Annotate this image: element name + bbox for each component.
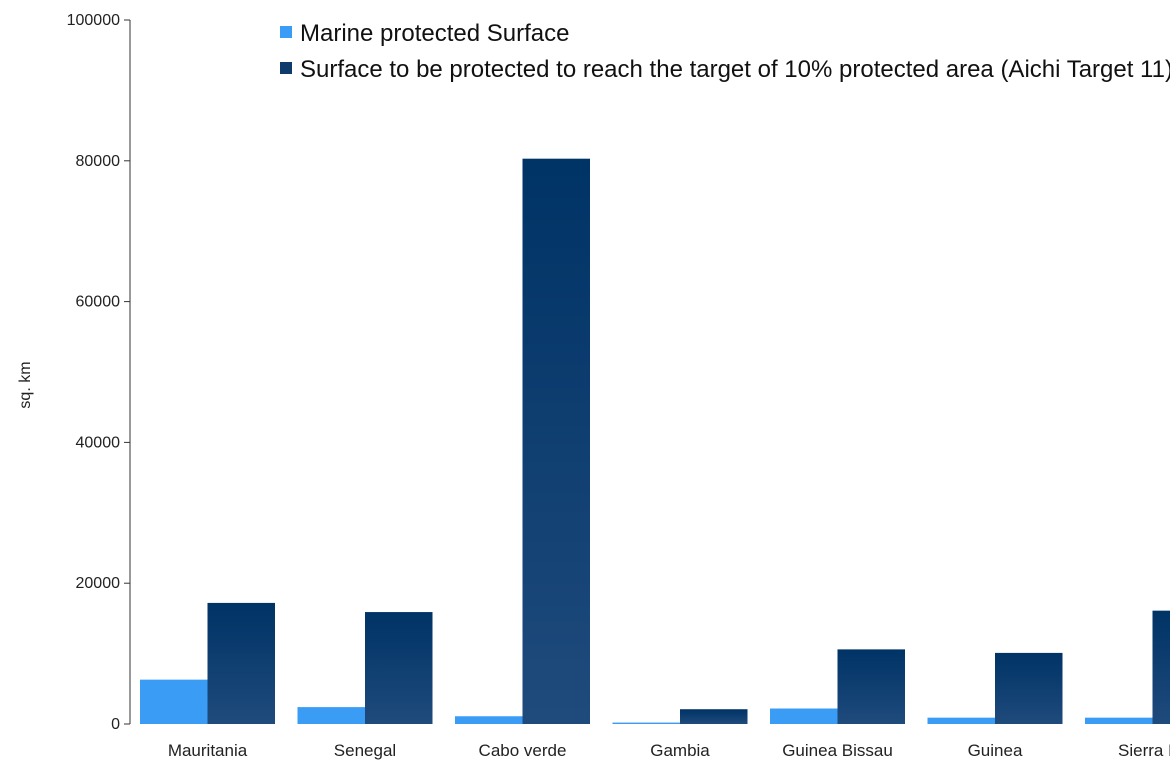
- bar-surface-to-be-protected[interactable]: [207, 602, 276, 724]
- y-axis-title: sq. km: [17, 361, 34, 408]
- bar-marine-protected[interactable]: [455, 716, 523, 724]
- legend-swatch-marine-protected: [280, 26, 292, 38]
- category-label: Gambia: [650, 741, 710, 760]
- bar-surface-to-be-protected[interactable]: [365, 612, 433, 724]
- bar-marine-protected[interactable]: [140, 679, 208, 724]
- y-tick-label: 100000: [67, 12, 120, 29]
- bar-marine-protected[interactable]: [770, 708, 838, 724]
- category-label: Guinea: [968, 741, 1023, 760]
- bar-surface-to-be-protected[interactable]: [995, 652, 1063, 724]
- category-label: Mauritania: [168, 741, 248, 760]
- legend-label-surface-to-be-protected: Surface to be protected to reach the tar…: [300, 56, 1170, 83]
- y-tick-label: 80000: [76, 153, 121, 170]
- category-label: Cabo verde: [479, 741, 567, 760]
- bar-marine-protected[interactable]: [1085, 717, 1153, 724]
- bar-surface-to-be-protected[interactable]: [680, 709, 748, 724]
- y-tick-label: 40000: [76, 434, 121, 451]
- bars: [140, 158, 1170, 725]
- legend-label-marine-protected: Marine protected Surface: [300, 20, 569, 47]
- bar-surface-to-be-protected[interactable]: [522, 158, 591, 725]
- legend: Marine protected Surface Surface to be p…: [280, 20, 1170, 83]
- y-tick-label: 60000: [76, 294, 121, 311]
- bar-marine-protected[interactable]: [297, 707, 366, 724]
- category-labels: Mauritania Senegal Cabo verde Gambia Guinea …: [168, 741, 1170, 760]
- y-tick-label: 0: [111, 716, 120, 733]
- legend-swatch-surface-to-be-protected: [280, 62, 292, 74]
- legend-item-surface-to-be-protected[interactable]: Surface to be protected to reach the tar…: [280, 56, 1170, 83]
- bar-marine-protected[interactable]: [612, 722, 681, 724]
- category-label: Senegal: [334, 741, 396, 760]
- bar-surface-to-be-protected[interactable]: [837, 649, 906, 724]
- y-tick-label: 20000: [76, 575, 121, 592]
- y-axis-ticks: 0 20000 40000 60000 80000 100000: [67, 12, 130, 733]
- category-label: Sierra Le: [1118, 741, 1170, 760]
- bar-marine-protected[interactable]: [927, 717, 996, 724]
- category-label: Guinea Bissau: [782, 741, 893, 760]
- legend-item-marine-protected[interactable]: Marine protected Surface: [280, 20, 569, 47]
- bar-surface-to-be-protected[interactable]: [1152, 610, 1170, 724]
